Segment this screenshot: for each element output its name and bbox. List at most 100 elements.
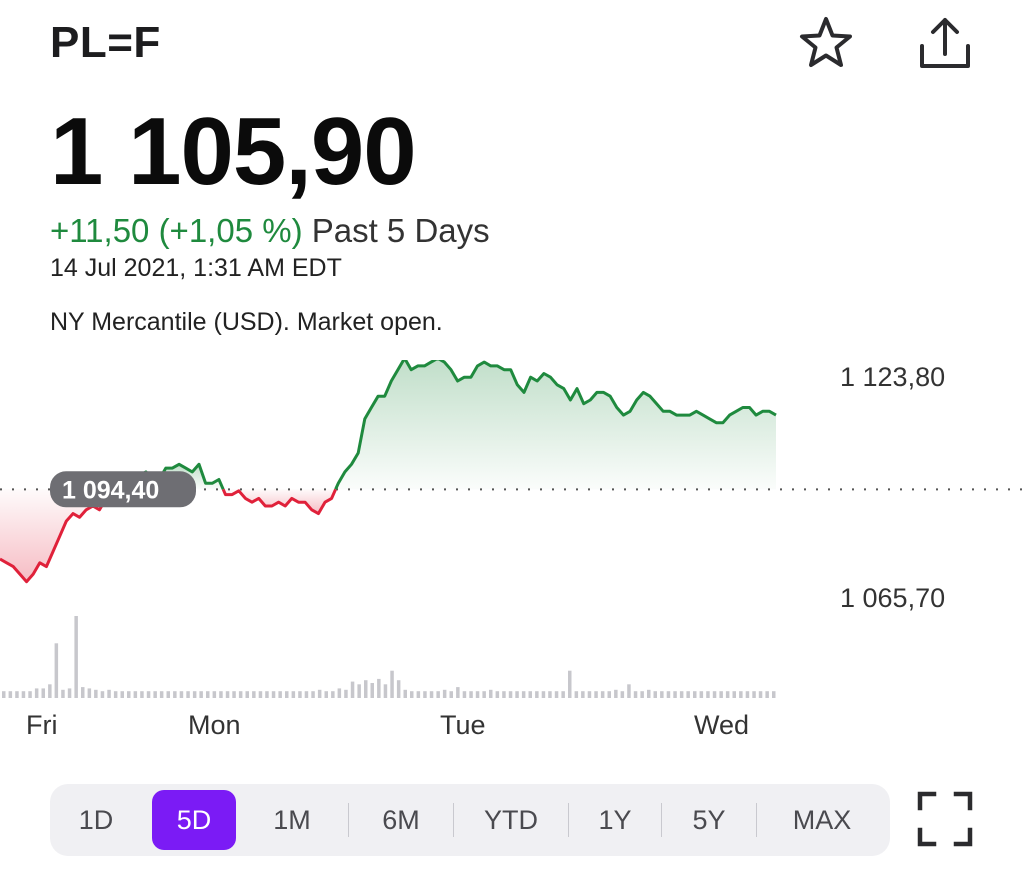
reference-label-text: 1 094,40 — [62, 476, 159, 504]
range-1y-button[interactable]: 1Y — [598, 804, 632, 835]
volume-bar — [120, 691, 124, 698]
volume-bar — [317, 689, 322, 698]
volume-bar — [15, 691, 19, 698]
volume-bar — [765, 691, 769, 698]
favorite-button[interactable] — [796, 14, 856, 74]
volume-bar — [528, 691, 532, 698]
volume-bar — [41, 688, 45, 698]
price-area-up — [335, 360, 776, 490]
change-period: Past 5 Days — [311, 212, 490, 249]
volume-bar — [772, 691, 776, 698]
volume-bar — [34, 688, 39, 698]
volume-bar — [693, 691, 697, 698]
range-6m-button[interactable]: 6M — [382, 804, 420, 835]
volume-bar — [712, 691, 717, 698]
volume-bar — [153, 691, 157, 698]
volume-bar — [192, 691, 197, 698]
volume-bar — [574, 691, 579, 698]
volume-bar — [28, 691, 32, 698]
volume-bar — [706, 691, 710, 698]
range-5d-button[interactable]: 5D — [152, 790, 236, 850]
quote-timestamp: 14 Jul 2021, 1:31 AM EDT — [50, 254, 342, 282]
volume-bar — [8, 691, 13, 698]
volume-bar — [614, 689, 618, 698]
volume-bar — [495, 691, 500, 698]
volume-bar — [21, 691, 26, 698]
star-outline-icon — [800, 17, 852, 67]
volume-bar — [732, 691, 736, 698]
volume-bar — [739, 691, 743, 698]
volume-bar — [199, 691, 203, 698]
range-1m-button[interactable]: 1M — [273, 804, 311, 835]
volume-bar — [581, 691, 585, 698]
volume-bar — [462, 691, 467, 698]
volume-bar — [159, 691, 164, 698]
fullscreen-button[interactable] — [916, 790, 974, 848]
range-1d-button[interactable]: 1D — [78, 804, 114, 835]
range-ytd-button[interactable]: YTD — [484, 804, 538, 835]
volume-bar — [752, 691, 756, 698]
volume-bar — [81, 687, 85, 698]
y-tick-label-bottom: 1 065,70 — [840, 583, 946, 613]
volume-bar — [600, 691, 605, 698]
volume-bar — [482, 691, 486, 698]
volume-bar — [416, 691, 421, 698]
volume-bar — [133, 691, 138, 698]
volume-bar — [489, 689, 493, 698]
volume-bar — [429, 691, 434, 698]
volume-bar — [666, 691, 671, 698]
volume-bar — [548, 691, 552, 698]
fullscreen-icon — [917, 791, 973, 847]
volume-bar — [653, 691, 657, 698]
volume-bar — [2, 691, 6, 698]
volume-bar — [206, 691, 210, 698]
volume-bar — [410, 691, 414, 698]
reference-label: 1 094,40 — [50, 471, 196, 508]
volume-bar — [271, 691, 276, 698]
volume-bar — [344, 689, 348, 698]
market-status: NY Mercantile (USD). Market open. — [50, 308, 443, 336]
share-icon — [920, 18, 970, 68]
price-chart[interactable]: 1 094,40 — [0, 360, 1024, 720]
range-5y-button[interactable]: 5Y — [692, 804, 726, 835]
price-change: +11,50 (+1,05 %) — [50, 212, 303, 249]
volume-bar — [660, 691, 664, 698]
time-range-selector: 1D 5D 1M 6M YTD 1Y 5Y MAX — [50, 784, 890, 856]
volume-bar — [442, 689, 447, 698]
ticker-symbol: PL=F — [50, 18, 161, 67]
volume-bar — [100, 691, 105, 698]
volume-bar — [304, 691, 309, 698]
volume-bar — [640, 691, 644, 698]
volume-bar — [331, 691, 335, 698]
volume-bar — [166, 691, 170, 698]
range-separator — [348, 803, 349, 837]
range-max-button[interactable]: MAX — [792, 804, 852, 835]
volume-bar — [390, 670, 394, 698]
volume-bar — [324, 691, 328, 698]
volume-bar — [298, 691, 302, 698]
volume-bar — [291, 691, 296, 698]
volume-bar — [725, 691, 730, 698]
volume-bar — [252, 691, 256, 698]
volume-bar — [113, 691, 118, 698]
volume-bar — [594, 691, 598, 698]
volume-bar — [146, 691, 151, 698]
x-tick-label-wed: Wed — [694, 710, 750, 740]
volume-bar — [673, 691, 677, 698]
volume-bar — [699, 691, 704, 698]
share-button[interactable] — [914, 12, 976, 74]
volume-bar — [186, 691, 190, 698]
volume-bar — [48, 684, 52, 698]
volume-bar — [423, 691, 427, 698]
volume-bar — [87, 688, 92, 698]
volume-bar — [758, 691, 763, 698]
volume-bar — [370, 683, 374, 698]
volume-bar — [232, 691, 236, 698]
range-separator — [453, 803, 454, 837]
volume-bar — [383, 684, 388, 698]
volume-bar — [54, 643, 59, 698]
volume-bar — [607, 691, 611, 698]
volume-bar — [475, 691, 480, 698]
volume-bar — [245, 691, 249, 698]
range-separator — [568, 803, 569, 837]
